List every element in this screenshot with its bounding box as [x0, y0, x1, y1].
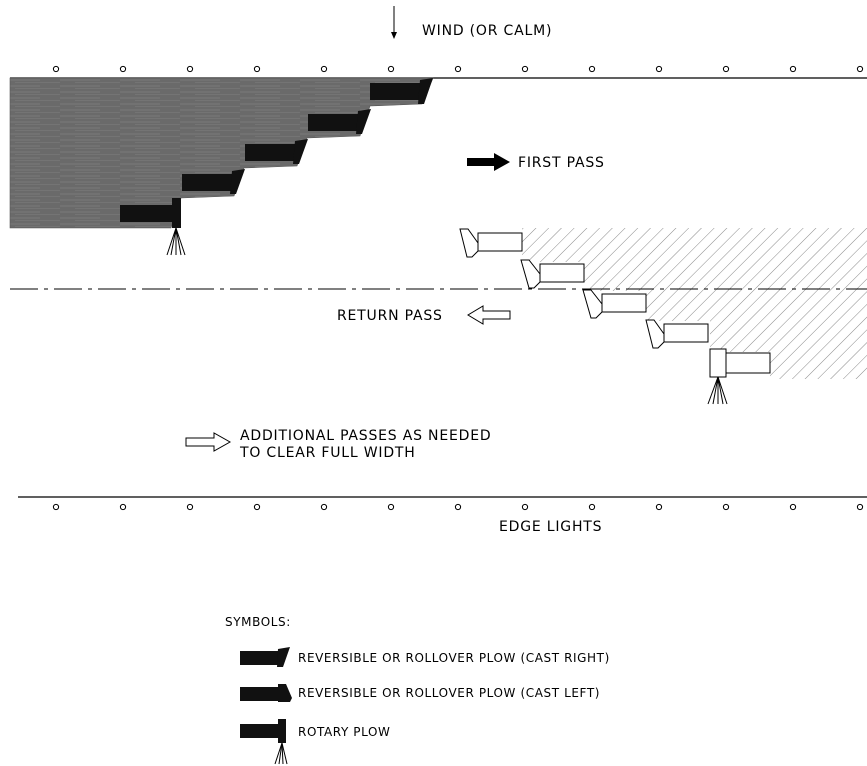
plow-cast-left-4 — [645, 319, 709, 349]
plow-cast-right-icon — [240, 647, 290, 667]
edge-light-icon — [454, 503, 462, 511]
plow-cast-left-1 — [459, 228, 523, 258]
edge-lights-bottom — [52, 503, 864, 511]
additional-passes-arrow-icon — [185, 432, 232, 452]
edge-light-icon — [588, 65, 596, 73]
edge-light-icon — [789, 65, 797, 73]
legend-label-rotary: ROTARY PLOW — [298, 725, 391, 739]
edge-light-icon — [588, 503, 596, 511]
wind-arrow-icon — [391, 6, 397, 39]
edge-light-icon — [856, 503, 864, 511]
plow-cast-left-2 — [520, 259, 585, 289]
edge-light-icon — [387, 65, 395, 73]
edge-light-icon — [722, 503, 730, 511]
plow-cast-right-1 — [370, 78, 433, 104]
edge-light-icon — [186, 503, 194, 511]
edge-light-icon — [186, 65, 194, 73]
additional-passes-line1: ADDITIONAL PASSES AS NEEDED — [240, 428, 491, 444]
legend-label-cast-left: REVERSIBLE OR ROLLOVER PLOW (CAST LEFT) — [298, 686, 600, 700]
edge-light-icon — [52, 503, 60, 511]
edge-light-icon — [387, 503, 395, 511]
edge-light-icon — [253, 503, 261, 511]
first-pass-windrow-area — [9, 77, 434, 229]
legend-label-cast-right: REVERSIBLE OR ROLLOVER PLOW (CAST RIGHT) — [298, 651, 610, 665]
plow-cast-right-4 — [182, 169, 245, 194]
first-pass-arrow-icon — [467, 153, 510, 171]
edge-light-icon — [722, 65, 730, 73]
wind-label: WIND (OR CALM) — [422, 23, 552, 39]
plow-cast-right-3 — [245, 139, 308, 164]
first-pass-label: FIRST PASS — [518, 155, 605, 171]
return-pass-windrow-area — [522, 228, 867, 379]
edge-light-icon — [521, 65, 529, 73]
edge-light-icon — [655, 503, 663, 511]
legend-title: SYMBOLS: — [225, 615, 291, 629]
edge-light-icon — [119, 503, 127, 511]
return-pass-arrow-icon — [467, 305, 511, 325]
plow-cast-left-3 — [582, 289, 647, 319]
additional-passes-line2: TO CLEAR FULL WIDTH — [239, 445, 416, 461]
edge-light-icon — [320, 65, 328, 73]
edge-lights-top — [52, 65, 864, 73]
edge-light-icon — [655, 65, 663, 73]
rotary-plow-icon — [240, 719, 288, 765]
edge-light-icon — [454, 65, 462, 73]
edge-light-icon — [119, 65, 127, 73]
plow-cast-right-2 — [308, 109, 371, 134]
rotary-plow-return-pass — [707, 348, 771, 405]
edge-light-icon — [320, 503, 328, 511]
edge-light-icon — [52, 65, 60, 73]
return-pass-label: RETURN PASS — [337, 308, 443, 324]
edge-light-icon — [789, 503, 797, 511]
edge-light-icon — [856, 65, 864, 73]
rotary-plow-first-pass — [120, 198, 186, 256]
plow-cast-left-icon — [240, 684, 292, 702]
edge-light-icon — [253, 65, 261, 73]
edge-lights-label: EDGE LIGHTS — [499, 519, 602, 535]
edge-light-icon — [521, 503, 529, 511]
